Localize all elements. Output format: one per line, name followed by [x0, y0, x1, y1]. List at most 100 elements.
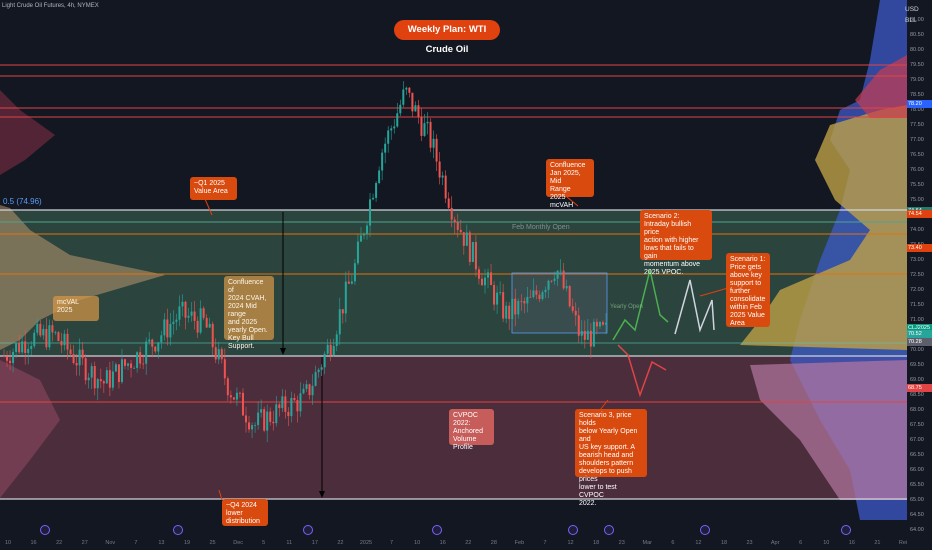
candle-body [471, 241, 474, 262]
candle-body [223, 359, 226, 379]
time-tick-label: 16 [30, 540, 37, 546]
time-axis[interactable] [0, 520, 907, 550]
currency-selector[interactable]: USD BLL [905, 4, 927, 26]
time-tick-label: 22 [56, 540, 63, 546]
candle-body [314, 372, 317, 386]
time-tick-label: 12 [567, 540, 574, 546]
price-badge[interactable]: 70.52 [907, 330, 932, 339]
q1-value-area-callout[interactable]: ~Q1 2025 Value Area [190, 177, 237, 200]
candle-body [408, 87, 411, 93]
candle-body [595, 321, 598, 327]
candle-body [293, 397, 296, 401]
time-tick-label: 2025 [359, 540, 373, 546]
candle-body [381, 152, 384, 171]
candle-body [505, 305, 508, 319]
candle-body [378, 170, 381, 184]
candle-body [514, 298, 517, 315]
q4-lower-callout[interactable]: ~Q4 2024 lower distribution [222, 499, 268, 526]
candle-body [565, 286, 568, 289]
candle-body [508, 305, 511, 320]
cvpoc-callout[interactable]: CVPOC 2022: Anchored Volume Profile [449, 409, 494, 451]
unit-label: BLL [905, 17, 917, 24]
currency-label: USD [905, 6, 919, 13]
candles-layer [3, 81, 607, 443]
price-tick-label: 74.00 [910, 227, 924, 233]
candle-body [232, 397, 235, 400]
candle-body [396, 113, 399, 127]
candle-body [305, 384, 308, 389]
candle-body [468, 232, 471, 262]
price-badge[interactable]: 78.20 [907, 100, 932, 108]
candle-body [48, 325, 51, 348]
candle-body [157, 342, 160, 352]
candle-body [344, 281, 347, 314]
candle-body [393, 126, 396, 129]
consolidation-box[interactable] [511, 272, 608, 334]
price-badge[interactable]: 68.75 [907, 383, 932, 392]
price-tick-label: 80.00 [910, 47, 924, 53]
candle-body [369, 199, 372, 226]
candle-body [260, 409, 263, 413]
price-badge[interactable]: CLJ2025 [907, 324, 932, 333]
event-marker-icon[interactable] [568, 525, 578, 535]
event-marker-icon[interactable] [700, 525, 710, 535]
candle-body [187, 315, 190, 318]
time-tick-label: 6 [671, 540, 675, 546]
price-tick-label: 79.00 [910, 77, 924, 83]
candle-body [127, 363, 130, 366]
event-marker-icon[interactable] [604, 525, 614, 535]
right-volume-profile-red [855, 55, 907, 118]
scenario3-path[interactable] [617, 344, 667, 398]
event-marker-icon[interactable] [303, 525, 313, 535]
candle-body [63, 333, 66, 346]
candle-body [390, 128, 393, 131]
candle-body [60, 340, 63, 346]
candle-body [163, 319, 166, 336]
candle-body [423, 123, 426, 136]
candle-body [487, 272, 490, 278]
event-marker-icon[interactable] [173, 525, 183, 535]
candle-body [429, 121, 432, 148]
price-tick-label: 75.50 [910, 182, 924, 188]
scenario3-callout[interactable]: Scenario 3, price holds below Yearly Ope… [575, 409, 647, 507]
candle-body [66, 333, 69, 350]
event-marker-icon[interactable] [841, 525, 851, 535]
price-badge[interactable]: 73.40 [907, 244, 932, 252]
candle-body [387, 130, 390, 144]
price-tick-label: 64.50 [910, 512, 924, 518]
event-marker-icon[interactable] [40, 525, 50, 535]
price-badge[interactable]: 70.28 [907, 337, 932, 346]
callout-pointer [204, 198, 213, 216]
price-axis[interactable] [907, 0, 932, 550]
candle-body [323, 353, 326, 368]
event-marker-icon[interactable] [432, 525, 442, 535]
candle-body [72, 353, 75, 364]
mcval-callout[interactable]: mcVAL 2025 [53, 296, 99, 321]
confluence-2024-callout[interactable]: Confluence of 2024 CVAH, 2024 Mid range … [224, 276, 274, 350]
time-tick-label: 13 [158, 540, 165, 546]
candle-body [362, 233, 365, 236]
scenario2-path[interactable] [612, 269, 669, 341]
left-volume-profile [0, 205, 165, 350]
time-tick-label: 22 [337, 540, 344, 546]
candle-body [320, 367, 323, 370]
candle-body [356, 241, 359, 264]
candle-body [556, 270, 559, 279]
candle-body [81, 349, 84, 359]
price-badge[interactable]: 74.54 [907, 209, 932, 218]
candle-body [87, 377, 90, 381]
candle-body [278, 404, 281, 409]
candle-body [57, 332, 60, 341]
confluence-mid-callout[interactable]: Confluence Jan 2025, Mid Range 2025 mcVA… [546, 159, 594, 209]
time-tick-label: 27 [81, 540, 88, 546]
scenario2-callout[interactable]: Scenario 2: Intraday bullish price actio… [640, 210, 712, 276]
candle-body [254, 425, 257, 426]
price-tick-label: 65.50 [910, 482, 924, 488]
candle-body [308, 384, 311, 396]
arrow-head [319, 491, 325, 498]
scenario1-callout[interactable]: Scenario 1: Price gets above key support… [726, 253, 770, 327]
scenario1-path[interactable] [674, 279, 715, 335]
candle-body [577, 315, 580, 336]
candle-body [27, 348, 30, 353]
